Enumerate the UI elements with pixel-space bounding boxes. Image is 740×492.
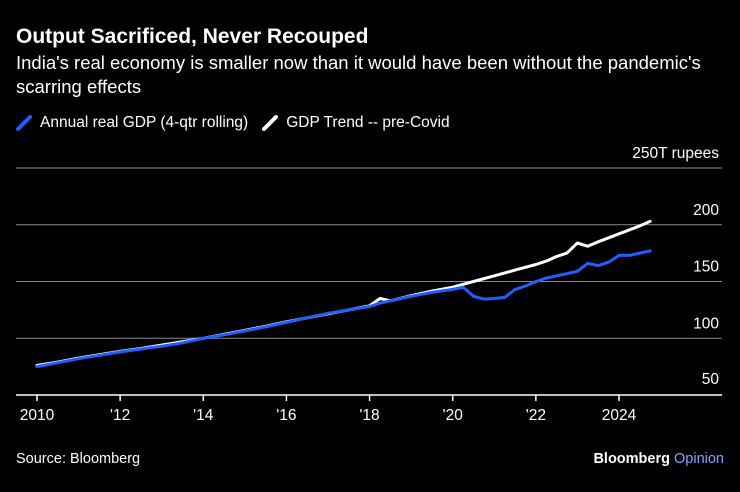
legend-swatch-gdp [16,115,32,131]
series-line-gdp [35,249,652,369]
chart-title: Output Sacrificed, Never Recouped [16,25,369,48]
legend-label-gdp: Annual real GDP (4-qtr rolling) [40,114,249,131]
y-tick-label-50: 50 [702,371,720,388]
legend-item-trend: GDP Trend -- pre-Covid [262,113,450,133]
series-line-trend [35,219,652,367]
y-tick-label-200: 200 [693,202,719,219]
y-tick-label-150: 150 [693,259,719,276]
legend-swatch-gdp-mark [16,115,32,131]
x-tick-label-2024: 2024 [602,407,637,424]
x-tick-label-2018: '18 [359,407,379,424]
x-tick-label-2022: '22 [526,407,546,424]
y-tick-label-100: 100 [693,315,719,332]
brand-main: Bloomberg [593,451,670,467]
brand-accent: Opinion [674,451,724,467]
chart-legend: Annual real GDP (4-qtr rolling) GDP Tren… [16,113,464,133]
x-tick-label-2014: '14 [193,407,214,424]
x-tick-label-2016: '16 [276,407,296,424]
legend-swatch-trend-mark [262,115,279,131]
legend-item-gdp: Annual real GDP (4-qtr rolling) [16,113,248,133]
source-note: Source: Bloomberg [16,451,141,467]
y-tick-label-250: 250T rupees [632,145,719,162]
chart-subtitle: India's real economy is smaller now than… [16,52,701,97]
legend-swatch-trend [262,115,279,131]
x-tick-label-2020: '20 [443,407,464,424]
x-tick-label-2010: 2010 [20,407,55,424]
legend-label-trend: GDP Trend -- pre-Covid [286,114,450,131]
x-tick-label-2012: '12 [110,407,130,424]
brand-logo: Bloomberg Opinion [593,450,724,468]
